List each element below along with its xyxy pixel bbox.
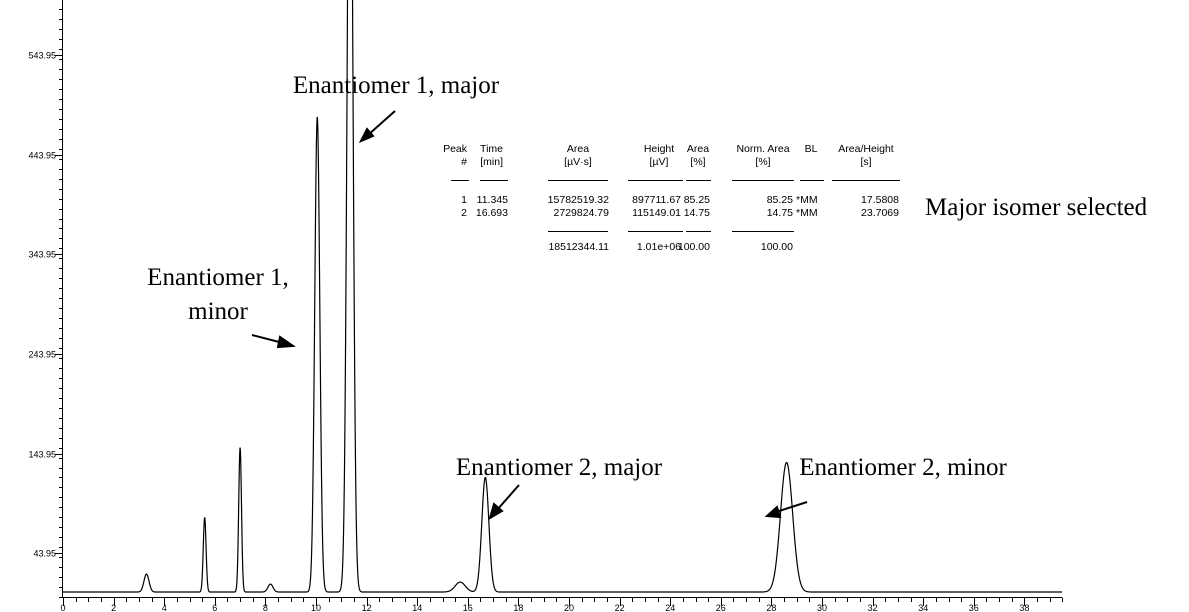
svg-text:17.5808: 17.5808 bbox=[861, 194, 899, 206]
x-tick-label: 20 bbox=[564, 603, 574, 612]
col-header-area: Area bbox=[567, 143, 589, 155]
x-tick-label: 4 bbox=[162, 603, 167, 612]
svg-text:2729824.79: 2729824.79 bbox=[554, 207, 610, 219]
x-tick-label: 16 bbox=[463, 603, 473, 612]
col-header-time: Time bbox=[480, 143, 503, 155]
svg-text:85.25: 85.25 bbox=[684, 194, 710, 206]
x-tick-label: 18 bbox=[513, 603, 523, 612]
svg-text:*MM: *MM bbox=[796, 207, 818, 219]
svg-text:14.75: 14.75 bbox=[684, 207, 710, 219]
col-header-height-unit: [µV] bbox=[650, 156, 669, 168]
annotation-enantiomer-1-minor-line2: minor bbox=[188, 298, 248, 325]
annotation-major-isomer-selected: Major isomer selected bbox=[925, 194, 1148, 221]
total-area-pct: 100.00 bbox=[678, 241, 710, 253]
x-tick-label: 34 bbox=[918, 603, 928, 612]
svg-text:1: 1 bbox=[461, 194, 467, 206]
col-header-area-height: Area/Height bbox=[838, 143, 894, 155]
y-tick-label: 43.95 bbox=[33, 549, 56, 559]
annotation-enantiomer-2-major: Enantiomer 2, major bbox=[456, 454, 663, 481]
col-header-area-pct: Area bbox=[687, 143, 709, 155]
x-tick-label: 38 bbox=[1019, 603, 1029, 612]
col-header-area-height-unit: [s] bbox=[860, 156, 871, 168]
x-tick-label: 32 bbox=[868, 603, 878, 612]
y-tick-label: 343.95 bbox=[28, 250, 56, 260]
svg-text:*MM: *MM bbox=[796, 194, 818, 206]
x-tick-label: 6 bbox=[212, 603, 217, 612]
arrow-enantiomer-1-minor bbox=[251, 334, 296, 349]
arrow-enantiomer-1-major bbox=[358, 110, 396, 143]
x-tick-label: 36 bbox=[969, 603, 979, 612]
y-tick-label: 543.95 bbox=[28, 51, 56, 61]
col-header-peak-unit: # bbox=[461, 156, 467, 168]
chromatogram-trace bbox=[63, 0, 1063, 593]
col-header-norm-area-unit: [%] bbox=[755, 156, 770, 168]
plot-area bbox=[63, 0, 1063, 593]
col-header-bl: BL bbox=[805, 143, 818, 155]
x-tick-label: 0 bbox=[60, 603, 65, 612]
x-tick-label: 12 bbox=[362, 603, 372, 612]
y-tick-label: 443.95 bbox=[28, 151, 56, 161]
total-area: 18512344.11 bbox=[548, 241, 609, 253]
x-tick-label: 24 bbox=[665, 603, 675, 612]
arrow-enantiomer-2-major bbox=[488, 484, 520, 521]
annotation-enantiomer-1-major: Enantiomer 1, major bbox=[293, 72, 500, 99]
x-tick-label: 14 bbox=[412, 603, 422, 612]
col-header-peak: Peak bbox=[443, 143, 468, 155]
col-header-norm-area: Norm. Area bbox=[736, 143, 789, 155]
svg-text:14.75: 14.75 bbox=[767, 207, 793, 219]
x-tick-label: 26 bbox=[716, 603, 726, 612]
svg-text:2: 2 bbox=[461, 207, 467, 219]
table-row: 1 11.345 15782519.32 897711.67 85.25 85.… bbox=[461, 194, 899, 206]
annotation-enantiomer-1-minor-line1: Enantiomer 1, bbox=[147, 264, 289, 291]
table-header: Peak # Time [min] Area [µV·s] Height [µV… bbox=[443, 143, 894, 168]
svg-text:897711.67: 897711.67 bbox=[632, 194, 681, 206]
x-tick-label: 28 bbox=[766, 603, 776, 612]
arrow-enantiomer-2-minor bbox=[764, 501, 808, 519]
svg-text:11.345: 11.345 bbox=[477, 194, 508, 206]
svg-text:23.7069: 23.7069 bbox=[861, 207, 899, 219]
svg-text:15782519.32: 15782519.32 bbox=[548, 194, 609, 206]
x-tick-label: 2 bbox=[111, 603, 116, 612]
x-tick-label: 30 bbox=[817, 603, 827, 612]
col-header-area-pct-unit: [%] bbox=[690, 156, 705, 168]
svg-text:85.25: 85.25 bbox=[767, 194, 793, 206]
x-tick-label: 22 bbox=[615, 603, 625, 612]
arrows bbox=[251, 110, 808, 521]
y-tick-label: 243.95 bbox=[28, 350, 56, 360]
x-tick-label: 8 bbox=[263, 603, 268, 612]
annotation-enantiomer-2-minor: Enantiomer 2, minor bbox=[799, 454, 1007, 481]
svg-text:115149.01: 115149.01 bbox=[632, 207, 681, 219]
table-totals-row: 18512344.11 1.01e+06 100.00 100.00 bbox=[548, 241, 793, 253]
y-tick-label: 143.95 bbox=[28, 450, 56, 460]
svg-text:16.693: 16.693 bbox=[476, 207, 508, 219]
results-table: Peak # Time [min] Area [µV·s] Height [µV… bbox=[443, 143, 900, 253]
x-tick-label: 10 bbox=[311, 603, 321, 612]
axes: 43.95143.95243.95343.95443.95543.95643.9… bbox=[28, 0, 1063, 612]
total-norm-area: 100.00 bbox=[761, 241, 793, 253]
col-header-area-unit: [µV·s] bbox=[564, 156, 592, 168]
col-header-height: Height bbox=[644, 143, 674, 155]
table-row: 2 16.693 2729824.79 115149.01 14.75 14.7… bbox=[461, 207, 899, 219]
total-height: 1.01e+06 bbox=[637, 241, 681, 253]
col-header-time-unit: [min] bbox=[480, 156, 503, 168]
